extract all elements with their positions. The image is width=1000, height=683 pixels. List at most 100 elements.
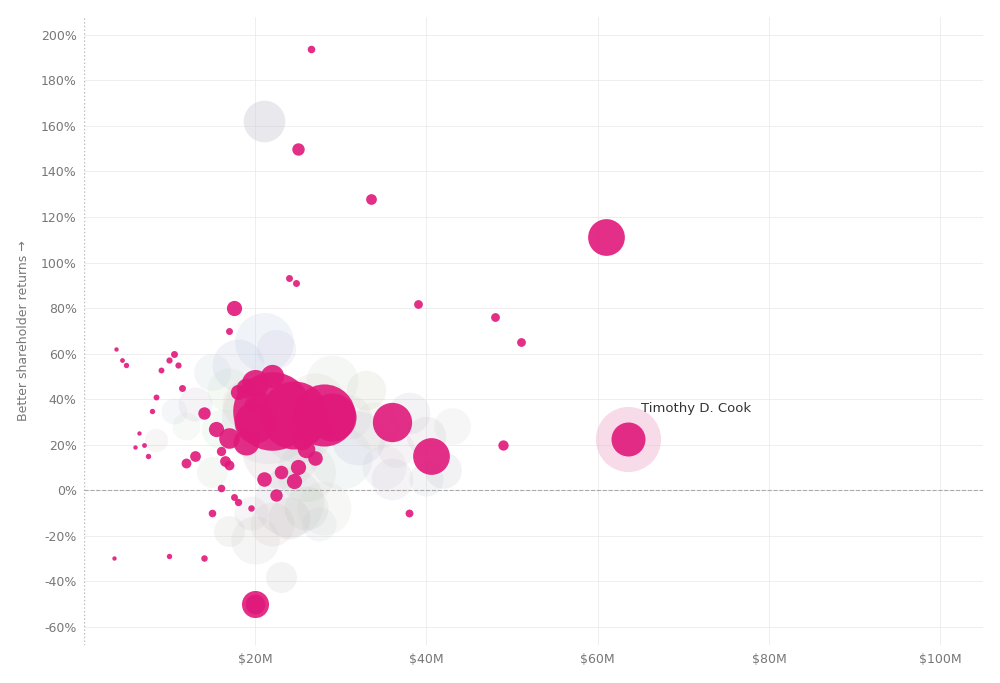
Point	[238, 382, 254, 393]
Point	[513, 337, 529, 348]
Point	[196, 553, 212, 564]
Point	[213, 446, 229, 457]
Point	[311, 421, 327, 432]
Point	[221, 460, 237, 471]
Point	[238, 437, 254, 448]
Point	[435, 464, 451, 475]
Point	[256, 337, 272, 348]
Point	[243, 503, 259, 514]
Point	[298, 503, 314, 514]
Point	[268, 344, 284, 354]
Point	[298, 444, 314, 455]
Point	[268, 489, 284, 500]
Point	[290, 143, 306, 154]
Point	[166, 405, 182, 416]
Point	[247, 417, 263, 428]
Point	[204, 366, 220, 377]
Point	[251, 393, 267, 404]
Point	[260, 412, 276, 423]
Point	[290, 462, 306, 473]
Point	[108, 344, 124, 354]
Point	[114, 355, 130, 366]
Point	[247, 598, 263, 609]
Point	[350, 432, 366, 443]
Point	[620, 434, 636, 445]
Point	[153, 364, 169, 375]
Point	[620, 434, 636, 445]
Point	[286, 475, 302, 486]
Point	[256, 473, 272, 484]
Point	[303, 43, 319, 54]
Point	[307, 398, 323, 409]
Point	[273, 571, 289, 582]
Point	[273, 466, 289, 477]
Point	[320, 426, 336, 436]
Point	[140, 451, 156, 462]
Point	[226, 303, 242, 313]
Point	[221, 385, 237, 395]
Point	[196, 407, 212, 418]
Point	[118, 359, 134, 370]
Point	[281, 273, 297, 284]
Point	[324, 412, 340, 423]
Point	[341, 412, 357, 423]
Point	[106, 553, 122, 564]
Point	[288, 277, 304, 288]
Point	[418, 430, 434, 441]
Point	[598, 232, 614, 243]
Point	[136, 439, 152, 450]
Point	[208, 423, 224, 434]
Point	[161, 355, 177, 366]
Point	[316, 410, 332, 421]
Point	[221, 325, 237, 336]
Point	[367, 421, 383, 432]
Point	[410, 298, 426, 309]
Point	[161, 550, 177, 561]
Point	[363, 193, 379, 204]
Point	[238, 398, 254, 409]
Point	[230, 359, 246, 370]
Point	[221, 432, 237, 443]
Point	[358, 385, 374, 395]
Point	[230, 387, 246, 398]
Point	[170, 359, 186, 370]
Point	[148, 434, 164, 445]
Point	[311, 519, 327, 530]
Point	[376, 462, 392, 473]
Point	[247, 598, 263, 609]
Point	[384, 417, 400, 428]
Point	[487, 311, 503, 322]
Point	[204, 466, 220, 477]
Point	[401, 507, 417, 518]
Point	[187, 451, 203, 462]
Point	[281, 512, 297, 523]
Point	[127, 441, 143, 452]
Point	[333, 453, 349, 464]
Point	[303, 428, 319, 438]
Point	[178, 421, 194, 432]
Point	[213, 423, 229, 434]
Point	[316, 503, 332, 514]
Point	[423, 451, 439, 462]
Point	[226, 492, 242, 503]
Point	[213, 482, 229, 493]
Text: Timothy D. Cook: Timothy D. Cook	[641, 402, 751, 415]
Point	[273, 444, 289, 455]
Point	[187, 398, 203, 409]
Point	[388, 444, 404, 455]
Point	[148, 391, 164, 402]
Point	[174, 382, 190, 393]
Point	[217, 455, 233, 466]
Point	[230, 496, 246, 507]
Point	[294, 434, 310, 445]
Point	[243, 398, 259, 409]
Point	[401, 407, 417, 418]
Point	[418, 473, 434, 484]
Point	[131, 428, 147, 438]
Point	[264, 405, 280, 416]
Point	[166, 348, 182, 359]
Point	[204, 507, 220, 518]
Point	[247, 535, 263, 546]
Point	[290, 421, 306, 432]
Point	[144, 405, 160, 416]
